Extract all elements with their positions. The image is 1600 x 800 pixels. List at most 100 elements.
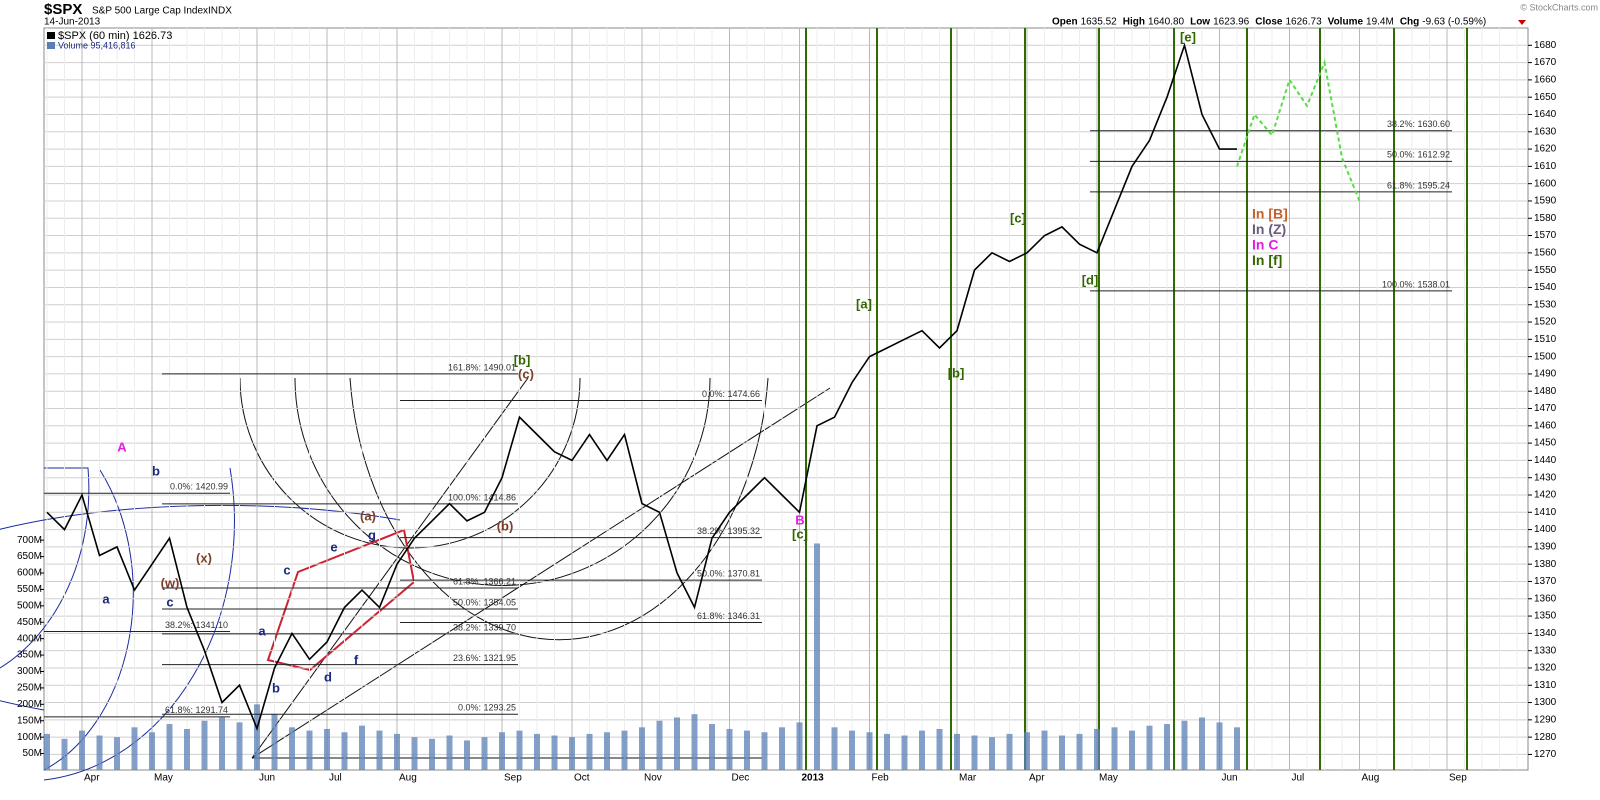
wave-label: a [102,591,110,606]
legend-label: $SPX (60 min) 1626.73 [58,30,172,42]
y-tick-label: 1390 [1534,542,1557,553]
y-tick-label: 1530 [1534,299,1557,310]
volume-bar [1234,727,1240,770]
y-tick-label: 1610 [1534,161,1557,172]
x-tick-label: Jun [1222,773,1238,784]
volume-bar [516,730,523,770]
y2-tick-label: 350M [17,650,42,661]
arc [43,469,134,771]
x-tick-label: May [1099,773,1118,784]
stat-label: Close [1255,17,1283,28]
y-tick-label: 1290 [1534,714,1557,725]
stat-label: Low [1190,17,1210,28]
volume-bar [1076,733,1083,770]
volume-bar [884,733,890,770]
volume-bar [324,728,330,770]
y2-tick-label: 100M [17,732,42,743]
x-tick-label: Aug [1362,773,1380,784]
wave-label: d [324,669,332,684]
wave-label: (a) [360,508,376,523]
trend-line [251,377,529,759]
fib-label: 61.8%: 1366.21 [453,576,516,586]
copyright: © StockCharts.com [1520,2,1598,12]
trend-line [251,387,831,759]
volume-bar [814,543,820,770]
wave-label: c [283,562,290,577]
volume-bar [744,730,750,770]
y-tick-label: 1560 [1534,247,1557,258]
y-tick-label: 1400 [1534,524,1557,535]
stat-value: 1623.96 [1213,17,1250,28]
volume-bar [534,733,540,770]
arc [0,467,90,669]
exchange: INDX [208,6,232,17]
y-tick-label: 1550 [1534,265,1557,276]
fib-label: 0.0%: 1420.99 [170,482,228,492]
y-tick-label: 1510 [1534,334,1557,345]
y-tick-label: 1310 [1534,680,1557,691]
down-arrow [1518,20,1526,25]
volume-bar [1059,735,1065,770]
y-tick-label: 1430 [1534,472,1557,483]
volume-bar [79,730,85,770]
y-tick-label: 1270 [1534,749,1557,760]
volume-bar [446,735,453,770]
y-tick-label: 1360 [1534,593,1557,604]
y-tick-label: 1660 [1534,75,1557,86]
fib-label: 23.6%: 1321.95 [453,653,516,663]
wave-note: In C [1252,237,1278,253]
stat-label: High [1123,17,1145,28]
x-tick-label: Aug [399,773,417,784]
volume-bar [219,717,225,770]
y2-tick-label: 600M [17,568,42,579]
wave-label: (c) [518,366,534,381]
volume-bar [1041,730,1048,770]
wave-label: [d] [1082,272,1099,287]
fib-label: 50.0%: 1370.81 [697,568,760,578]
y-tick-label: 1500 [1534,351,1557,362]
fib-label: 38.2%: 1339.70 [453,622,516,632]
volume-bar [306,730,313,770]
volume-bar [61,738,68,770]
volume-bar [341,732,348,770]
y2-tick-label: 450M [17,617,42,628]
y-tick-label: 1350 [1534,611,1557,622]
volume-bar [131,727,138,770]
volume-bar [866,732,873,770]
y-tick-label: 1670 [1534,57,1557,68]
stat-value: -9.63 (-0.59%) [1422,17,1486,28]
y-tick-label: 1620 [1534,144,1557,155]
stat-value: 1640.80 [1148,17,1185,28]
y-tick-label: 1380 [1534,559,1557,570]
volume-bar [656,720,663,770]
fib-label: 100.0%: 1538.01 [1382,279,1450,289]
stat-label: Chg [1400,17,1419,28]
volume-bar [114,737,120,770]
volume-bar [236,722,243,770]
wave-label: [a] [856,296,872,311]
x-tick-label: Jul [329,773,342,784]
x-tick-label: Jul [1292,773,1305,784]
wave-label: b [152,463,160,478]
volume-bar [1111,727,1118,770]
wave-note: In [B] [1252,206,1288,222]
wave-label: [b] [514,352,531,367]
volume-bar [901,735,908,770]
y-tick-label: 1470 [1534,403,1557,414]
volume-bar [44,733,50,770]
fib-label: 50.0%: 1612.92 [1387,150,1450,160]
legend-swatch [47,32,55,39]
wave-label: [e] [1180,29,1196,44]
y-tick-label: 1570 [1534,230,1557,241]
x-tick-label: Apr [84,773,100,784]
fib-label: 50.0%: 1354.05 [453,597,516,607]
y-tick-label: 1280 [1534,732,1557,743]
wave-label: a [258,623,266,638]
volume-bar [1129,730,1135,770]
wave-label: [c] [1010,210,1026,225]
volume-bar [1006,733,1013,770]
legend-label: Volume 95,416,816 [58,40,136,50]
volume-bar [604,732,610,770]
y-tick-label: 1590 [1534,196,1557,207]
y-tick-label: 1300 [1534,697,1557,708]
